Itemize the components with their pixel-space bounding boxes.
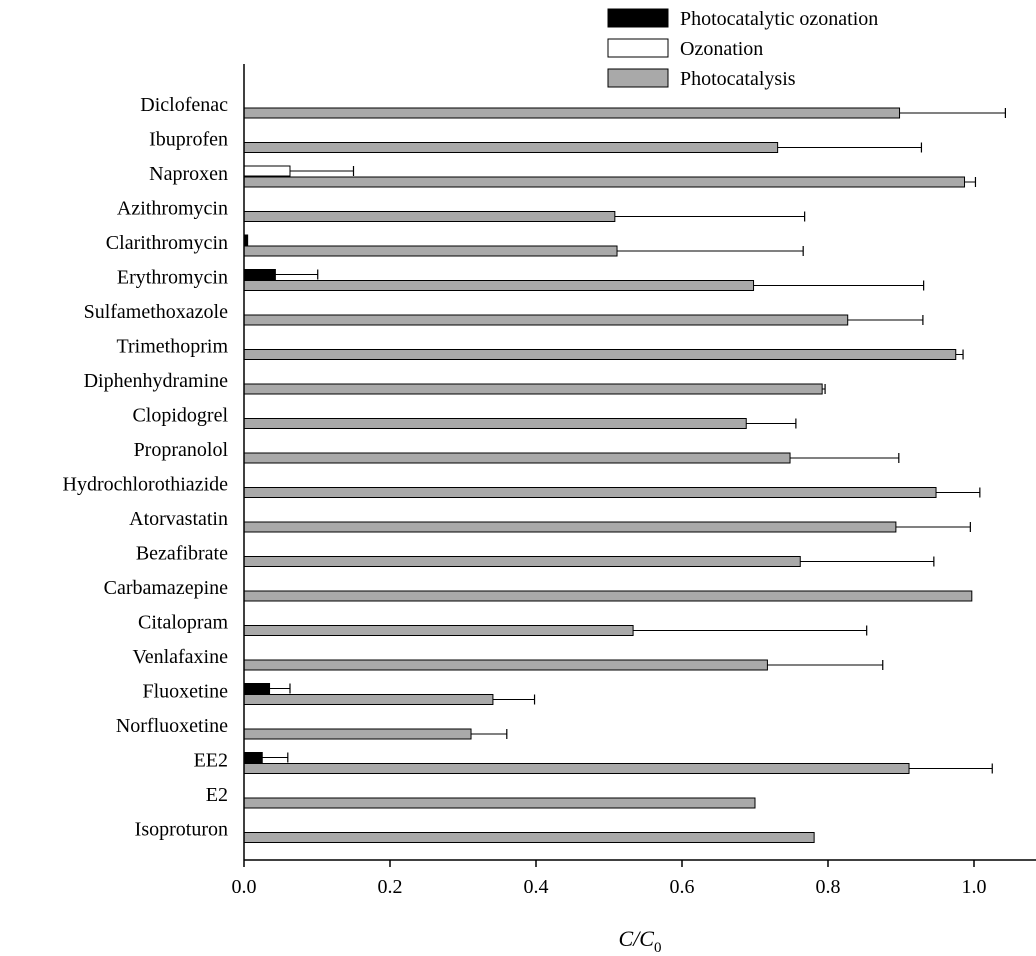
x-tick-label: 0.0: [232, 876, 257, 898]
category-label: Naproxen: [149, 163, 228, 185]
category-label: Azithromycin: [117, 198, 228, 220]
bar-photocatalysis: [243, 763, 910, 774]
x-axis-label: C/C0: [619, 926, 662, 956]
category-label: Fluoxetine: [142, 681, 228, 703]
error-bars: [262, 108, 1006, 774]
bar-photocatalysis: [243, 418, 747, 429]
category-label: Bezafibrate: [136, 543, 228, 565]
legend-label: Photocatalytic ozonation: [680, 8, 878, 30]
category-label: Sulfamethoxazole: [84, 301, 229, 323]
bar-photocatalysis: [243, 314, 849, 326]
category-label: Propranolol: [134, 439, 229, 461]
category-label: Clopidogrel: [132, 405, 228, 427]
bar-photocatalysis: [243, 280, 755, 291]
legend-swatch: [607, 68, 669, 88]
bar-photocatalysis: [243, 728, 472, 740]
x-ticks: 0.0 0.2 0.4 0.6 0.8 1.0: [232, 860, 987, 898]
legend-swatch: [607, 8, 669, 28]
bar-photocatalysis: [243, 349, 957, 360]
category-label: Ibuprofen: [149, 129, 228, 151]
bar-photocatalytic-ozonation: [243, 683, 271, 694]
category-label: Atorvastatin: [129, 508, 228, 530]
bar-photocatalysis: [243, 694, 494, 705]
category-label: Clarithromycin: [106, 232, 228, 254]
category-label: Diclofenac: [140, 94, 228, 116]
category-label: Citalopram: [138, 612, 228, 634]
x-tick-label: 0.8: [816, 876, 841, 898]
legend-swatch: [607, 38, 669, 58]
bar-photocatalysis: [243, 245, 618, 257]
bar-photocatalysis: [243, 107, 901, 119]
bar-photocatalytic-ozonation: [243, 752, 263, 763]
bar-photocatalysis: [243, 487, 937, 498]
bar-photocatalysis: [243, 452, 791, 464]
bar-photocatalysis: [243, 556, 801, 567]
bar-photocatalytic-ozonation: [243, 269, 276, 280]
category-label: EE2: [194, 750, 228, 772]
legend-label: Photocatalysis: [680, 68, 796, 90]
x-tick-label: 0.4: [524, 876, 549, 898]
category-label: Hydrochlorothiazide: [63, 474, 229, 496]
bar-photocatalysis: [243, 211, 616, 222]
category-label: Trimethoprim: [117, 336, 229, 358]
category-label: E2: [206, 784, 228, 806]
bar-photocatalysis: [243, 521, 897, 533]
bar-photocatalysis: [243, 176, 966, 188]
category-label: Venlafaxine: [132, 646, 228, 668]
bar-photocatalysis: [243, 625, 634, 636]
bar-photocatalysis: [243, 142, 779, 153]
bar-ozonation: [243, 165, 291, 177]
bar-photocatalysis: [243, 590, 973, 602]
category-label: Erythromycin: [117, 267, 228, 289]
category-labels: Diclofenac Ibuprofen Naproxen Azithromycin C…: [63, 94, 229, 841]
legend: Photocatalytic ozonation Ozonation Photoca…: [607, 8, 878, 90]
x-axis-label-main: C/C: [619, 926, 655, 951]
bar-photocatalysis: [243, 659, 768, 671]
category-label: Diphenhydramine: [84, 370, 229, 392]
category-label: Carbamazepine: [104, 577, 228, 599]
x-axis-label-subscript: 0: [654, 940, 662, 956]
x-tick-label: 1.0: [962, 876, 987, 898]
x-tick-label: 0.6: [670, 876, 695, 898]
bars: [243, 107, 973, 843]
bar-photocatalysis: [243, 797, 756, 809]
category-label: Isoproturon: [135, 819, 228, 841]
x-tick-label: 0.2: [378, 876, 403, 898]
bar-photocatalysis: [243, 832, 815, 843]
legend-label: Ozonation: [680, 38, 763, 60]
bar-photocatalysis: [243, 383, 823, 395]
category-label: Norfluoxetine: [116, 715, 228, 737]
